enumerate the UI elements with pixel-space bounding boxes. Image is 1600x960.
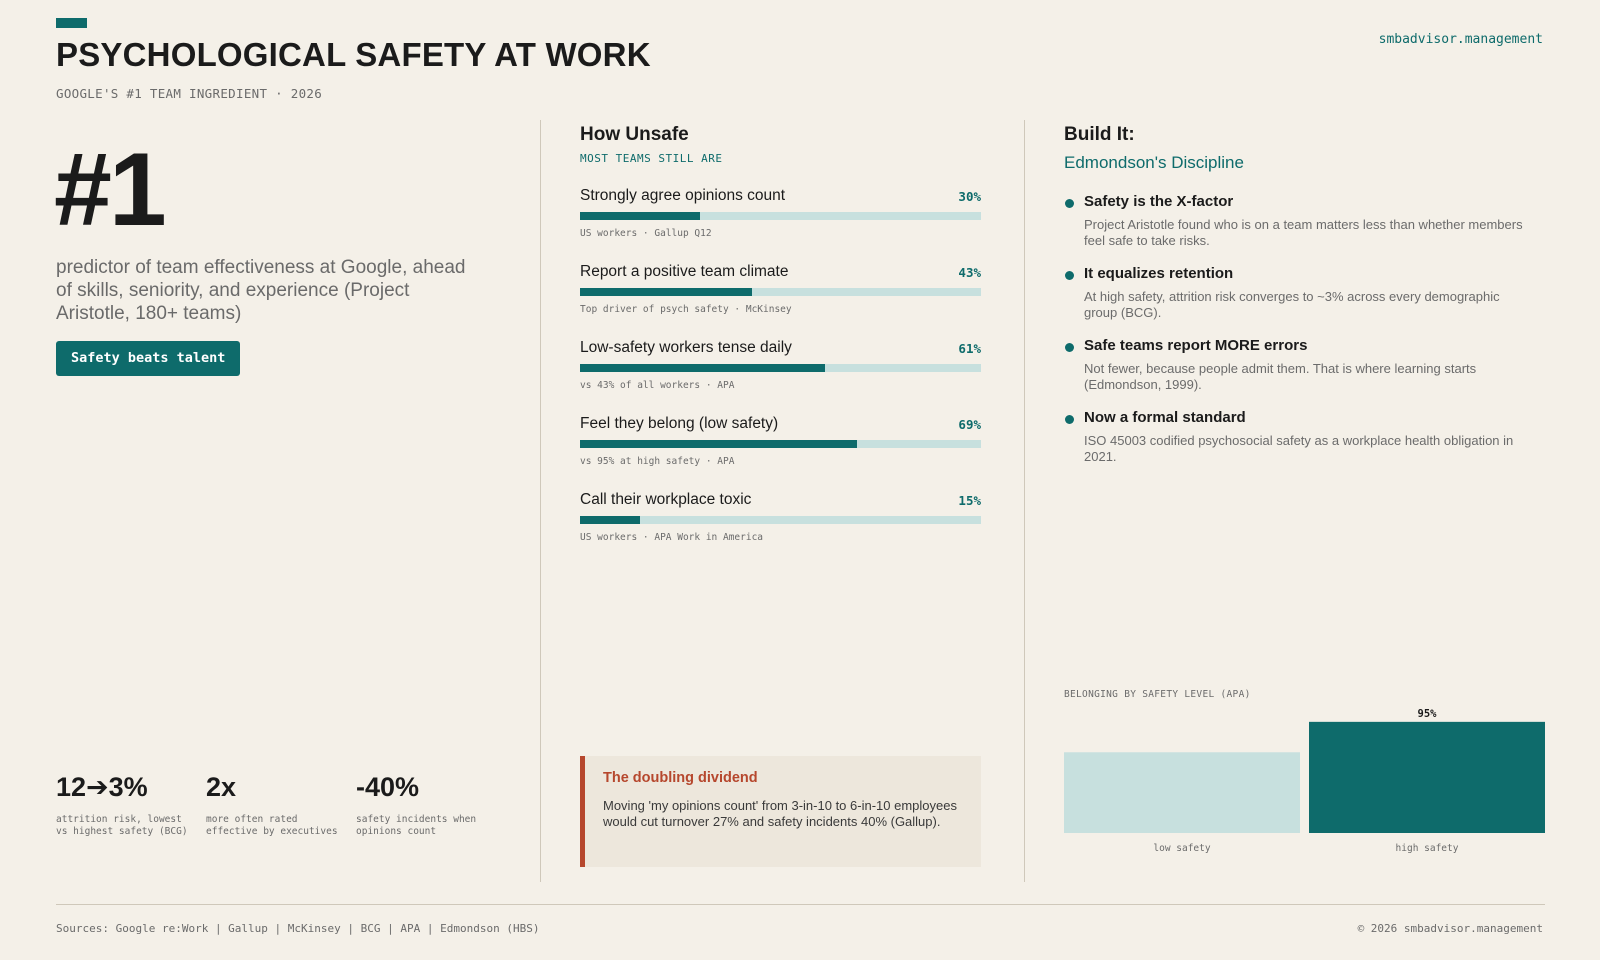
how-unsafe-section: How Unsafe MOST TEAMS STILL ARE Strongly… [580, 124, 981, 543]
bar-source: Top driver of psych safety · McKinsey [580, 304, 792, 315]
point-body: ISO 45003 codified psychosocial safety a… [1084, 433, 1514, 464]
stat-incidents: -40% safety incidents when opinions coun… [356, 772, 496, 838]
bullet-dot-icon [1065, 199, 1074, 208]
bar-track [580, 364, 981, 372]
bar-source: vs 95% at high safety · APA [580, 456, 735, 467]
bar-row: Report a positive team climate 43% Top dri… [580, 263, 981, 339]
stat-effectiveness: 2x more often rated effective by executi… [206, 772, 346, 838]
bar-row: Feel they belong (low safety) 69% vs 95% a… [580, 415, 981, 491]
bar-source: US workers · APA Work in America [580, 532, 764, 543]
point-title: Safety is the X-factor [1084, 193, 1234, 210]
header-accent-bar [56, 18, 87, 28]
bar-track [580, 516, 981, 524]
bar-fill [580, 440, 857, 448]
mini-bar [1064, 752, 1300, 833]
bullet-dot-icon [1065, 415, 1074, 424]
stat-attrition: 12➔3% attrition risk, lowest vs highest … [56, 772, 196, 838]
callout-box: The doubling dividend Moving 'my opinion… [580, 756, 981, 867]
bar-fill [580, 288, 753, 296]
bar-fill [580, 364, 825, 372]
bar-track [580, 212, 981, 220]
bar-value-label: 61% [958, 341, 981, 356]
stat-value: -40% [356, 772, 420, 802]
point-title: It equalizes retention [1084, 265, 1234, 282]
bar-label: Low-safety workers tense daily [580, 339, 792, 356]
page-subtitle: GOOGLE'S #1 TEAM INGREDIENT · 2026 [56, 86, 323, 101]
bar-label: Strongly agree opinions count [580, 187, 786, 204]
bullet-dot-icon [1065, 343, 1074, 352]
point-body: At high safety, attrition risk converges… [1084, 289, 1500, 320]
bullet-dot-icon [1065, 271, 1074, 280]
point-title: Now a formal standard [1084, 409, 1246, 426]
bar-track [580, 288, 981, 296]
bar-fill [580, 212, 701, 220]
site-link[interactable]: smbadvisor.management [1378, 32, 1543, 47]
stat-caption: safety incidents when opinions count [356, 814, 477, 837]
hero-description: predictor of team effectiveness at Googl… [56, 257, 466, 324]
bar-value-label: 15% [958, 493, 981, 508]
bar-track [580, 440, 981, 448]
bar-row: Strongly agree opinions count 30% US worke… [580, 187, 981, 263]
bar-label: Call their workplace toxic [580, 491, 752, 508]
mini-chart-title: BELONGING BY SAFETY LEVEL (APA) [1064, 689, 1251, 700]
footer-rule [56, 904, 1545, 905]
bar-label: Report a positive team climate [580, 263, 789, 280]
mini-bar [1309, 721, 1545, 833]
bar-source: vs 43% of all workers · APA [580, 380, 735, 391]
bar-label: Feel they belong (low safety) [580, 415, 779, 432]
point-body: Project Aristotle found who is on a team… [1084, 217, 1523, 248]
belonging-bar-chart: low safety 95% high safety [1064, 708, 1545, 854]
hero-badge: Safety beats talent [56, 341, 241, 376]
bar-row: Call their workplace toxic 15% US workers … [580, 491, 981, 567]
stat-caption: attrition risk, lowest vs highest safety… [56, 814, 188, 837]
build-it-section: Build It: Edmondson's Discipline Safety … [1064, 124, 1545, 464]
point-title: Safe teams report MORE errors [1084, 337, 1308, 354]
section-title: How Unsafe [580, 124, 689, 145]
bar-value-label: 43% [958, 265, 981, 280]
stat-caption: more often rated effective by executives [206, 814, 338, 837]
footer-copyright: © 2026 smbadvisor.management [1357, 922, 1543, 935]
bar-fill [580, 516, 641, 524]
section-subtitle: Edmondson's Discipline [1064, 153, 1244, 172]
callout-title: The doubling dividend [603, 770, 758, 786]
mini-bar-category-label: high safety [1396, 843, 1459, 854]
section-kicker: MOST TEAMS STILL ARE [580, 152, 723, 165]
mini-bar-value-label: 95% [1418, 708, 1438, 720]
column-divider [540, 120, 541, 882]
point-body: Not fewer, because people admit them. Th… [1084, 361, 1477, 392]
section-title: Build It: [1064, 124, 1135, 145]
stat-value: 12➔3% [56, 772, 148, 802]
bar-source: US workers · Gallup Q12 [580, 228, 712, 239]
bar-value-label: 30% [958, 189, 981, 204]
stat-value: 2x [206, 772, 237, 802]
column-divider [1024, 120, 1025, 882]
bar-value-label: 69% [958, 417, 981, 432]
mini-bar-category-label: low safety [1153, 843, 1210, 854]
page-title: PSYCHOLOGICAL SAFETY AT WORK [56, 36, 651, 73]
bar-row: Low-safety workers tense daily 61% vs 43% … [580, 339, 981, 415]
callout-body: Moving 'my opinions count' from 3-in-10 … [603, 798, 957, 829]
hero-number: #1 [54, 132, 167, 248]
footer-sources: Sources: Google re:Work | Gallup | McKin… [56, 922, 540, 935]
bar-chart: Strongly agree opinions count 30% US worke… [580, 187, 981, 567]
